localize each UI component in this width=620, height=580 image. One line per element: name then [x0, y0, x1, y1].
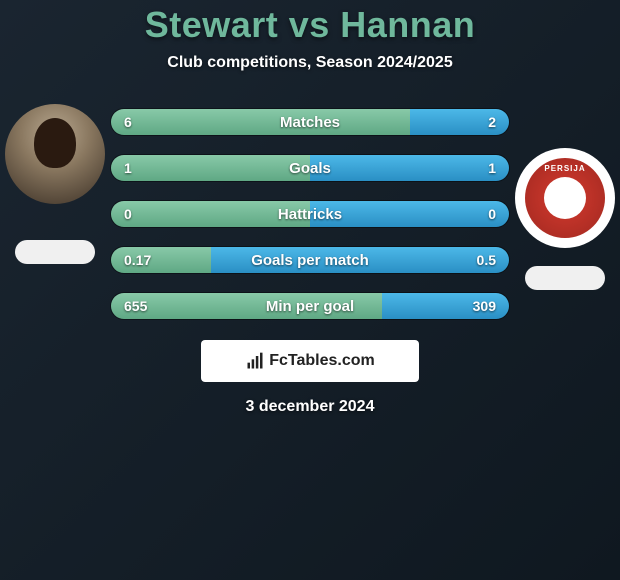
stat-bar-right: [310, 201, 509, 227]
stats-area: PERSIJA Matches62 Goals11 Hattricks00 Goals…: [0, 100, 620, 320]
stat-bar-left: [111, 247, 211, 273]
subtitle: Club competitions, Season 2024/2025: [0, 54, 620, 72]
stat-bar-right: [211, 247, 510, 273]
badge-label: PERSIJA: [544, 164, 585, 173]
player-right-badge: PERSIJA: [515, 148, 615, 248]
stat-bar-right: [410, 109, 510, 135]
player-left-column: [0, 100, 110, 264]
brand-text: FcTables.com: [269, 352, 375, 370]
stat-bar-right: [382, 293, 509, 319]
stat-row: Min per goal655309: [110, 292, 510, 320]
brand-box: FcTables.com: [201, 340, 419, 382]
stat-row: Goals per match0.170.5: [110, 246, 510, 274]
player-left-portrait: [5, 104, 105, 204]
stat-row: Hattricks00: [110, 200, 510, 228]
stat-bar-bg: [110, 108, 510, 136]
stat-bar-left: [111, 109, 410, 135]
stat-bar-right: [310, 155, 509, 181]
comparison-card: Stewart vs Hannan Club competitions, Sea…: [0, 0, 620, 416]
stat-bar-bg: [110, 154, 510, 182]
player-right-column: PERSIJA: [510, 100, 620, 290]
player-right-flag: [525, 266, 605, 290]
stat-bar-bg: [110, 246, 510, 274]
date-text: 3 december 2024: [0, 398, 620, 416]
stat-bar-left: [111, 201, 310, 227]
stat-bar-bg: [110, 200, 510, 228]
stat-row: Goals11: [110, 154, 510, 182]
stat-row: Matches62: [110, 108, 510, 136]
stat-bar-left: [111, 293, 382, 319]
stat-bars: Matches62 Goals11 Hattricks00 Goals per mat…: [110, 100, 510, 320]
stat-bar-left: [111, 155, 310, 181]
stat-bar-bg: [110, 292, 510, 320]
page-title: Stewart vs Hannan: [0, 4, 620, 46]
player-left-flag: [15, 240, 95, 264]
chart-icon: [245, 351, 265, 371]
